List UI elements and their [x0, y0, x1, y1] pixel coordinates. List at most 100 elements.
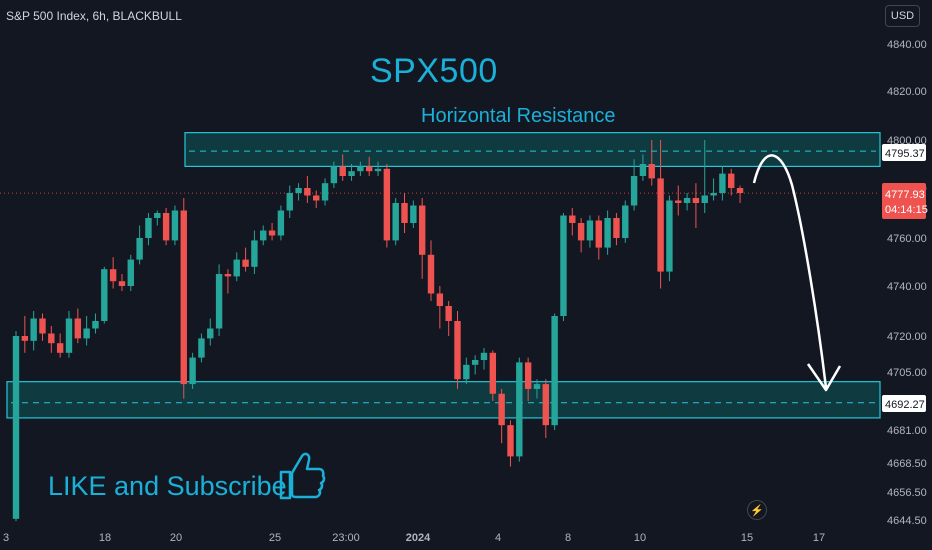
- support-price-badge-bg: [882, 395, 926, 412]
- candle-body: [145, 218, 152, 238]
- y-tick-label: 4760.00: [887, 233, 927, 245]
- candle-body: [604, 218, 611, 248]
- candle-body: [48, 333, 55, 344]
- candle-body: [560, 215, 567, 316]
- y-tick-label: 4820.00: [887, 86, 927, 98]
- x-tick-label: 20: [170, 532, 182, 544]
- candle-body: [586, 220, 594, 241]
- candle-body: [118, 281, 126, 286]
- candle-body: [410, 205, 417, 223]
- candle-body: [39, 318, 46, 334]
- candle-body: [366, 166, 373, 172]
- currency-button[interactable]: USD: [885, 5, 920, 27]
- candle-body: [401, 203, 408, 223]
- candle-body: [692, 198, 700, 203]
- x-tick-label: 4: [495, 532, 501, 544]
- candle-body: [65, 318, 73, 353]
- candle-body: [622, 205, 629, 238]
- candle-body: [313, 195, 320, 201]
- projection-arrow: [752, 154, 828, 389]
- candle-body: [101, 269, 108, 321]
- candle-body: [701, 195, 708, 203]
- y-tick-label: 4740.00: [887, 281, 927, 293]
- candle-body: [260, 230, 267, 241]
- candle-body: [498, 393, 505, 426]
- resistance-price-badge: 4795.37: [885, 148, 925, 160]
- symbol-title[interactable]: S&P 500 Index, 6h, BLACKBULL: [6, 9, 182, 23]
- candle-body: [577, 223, 585, 241]
- candle-body: [136, 238, 143, 260]
- candle-body: [357, 166, 364, 172]
- candle-body: [445, 306, 452, 321]
- candle-body: [154, 213, 161, 218]
- candle-body: [524, 362, 532, 389]
- support-price-badge: 4692.27: [885, 399, 925, 411]
- candle-body: [595, 220, 602, 248]
- candle-body: [657, 178, 664, 272]
- candle-body: [321, 183, 329, 201]
- annotation-title: SPX500: [370, 52, 498, 90]
- projection-arrowhead: [806, 363, 842, 392]
- candle-body: [251, 240, 258, 267]
- candle-body: [242, 259, 249, 267]
- candle-body: [189, 357, 196, 385]
- candle-body: [728, 173, 735, 188]
- x-tick-label: 18: [99, 532, 111, 544]
- candle-body: [551, 316, 558, 426]
- candle-body: [507, 425, 514, 457]
- x-tick-label: 15: [741, 532, 753, 544]
- candle-body: [454, 321, 461, 380]
- annotation-resistance-label: Horizontal Resistance: [421, 105, 616, 127]
- candle-body: [348, 171, 355, 176]
- candle-body: [180, 210, 187, 385]
- candle-body: [383, 168, 391, 241]
- candle-body: [516, 362, 523, 457]
- candle-body: [171, 210, 179, 241]
- candle-body: [630, 176, 638, 206]
- thumbs-up-icon: [279, 452, 326, 500]
- y-tick-label: 4720.00: [887, 331, 927, 343]
- candle-body: [30, 318, 37, 341]
- candle-body: [330, 166, 338, 184]
- candle-body: [268, 230, 276, 236]
- y-tick-label: 4644.50: [887, 515, 927, 527]
- candle-body: [480, 352, 488, 360]
- candle-body: [198, 338, 205, 358]
- x-tick-label: 3: [3, 532, 9, 544]
- candle-body: [339, 166, 346, 176]
- x-tick-label: 17: [813, 532, 825, 544]
- candle-body: [224, 274, 232, 277]
- y-tick-label: 4681.00: [887, 425, 927, 437]
- candle-body: [83, 328, 90, 339]
- resistance-price-badge-bg: [882, 144, 926, 161]
- candle-body: [542, 384, 549, 426]
- candle-body: [533, 384, 541, 389]
- last-price-badge-bg: [882, 183, 926, 219]
- candle-body: [613, 218, 620, 238]
- candle-body: [127, 259, 134, 286]
- candle-body: [719, 173, 726, 193]
- candle-body: [471, 360, 479, 365]
- candle-body: [648, 164, 655, 179]
- candle-body: [215, 274, 223, 329]
- candle-body: [427, 254, 435, 294]
- lightning-icon[interactable]: ⚡: [747, 500, 767, 520]
- x-tick-label: 8: [565, 532, 571, 544]
- y-tick-label: 4668.50: [887, 458, 927, 470]
- y-tick-label: 4656.50: [887, 487, 927, 499]
- candle-body: [736, 188, 744, 193]
- candle-body: [463, 364, 470, 380]
- candle-body: [233, 259, 240, 277]
- candle-body: [74, 318, 82, 339]
- candle-body: [295, 188, 302, 193]
- candle-body: [392, 203, 399, 241]
- candle-body: [21, 336, 29, 341]
- candle-body: [569, 215, 576, 223]
- candle-body: [162, 213, 170, 241]
- candle-body: [418, 205, 426, 255]
- candle-body: [109, 269, 117, 282]
- zone-support: [6, 381, 881, 419]
- last-price-badge: 4777.93: [885, 189, 925, 201]
- candle-body: [436, 293, 444, 306]
